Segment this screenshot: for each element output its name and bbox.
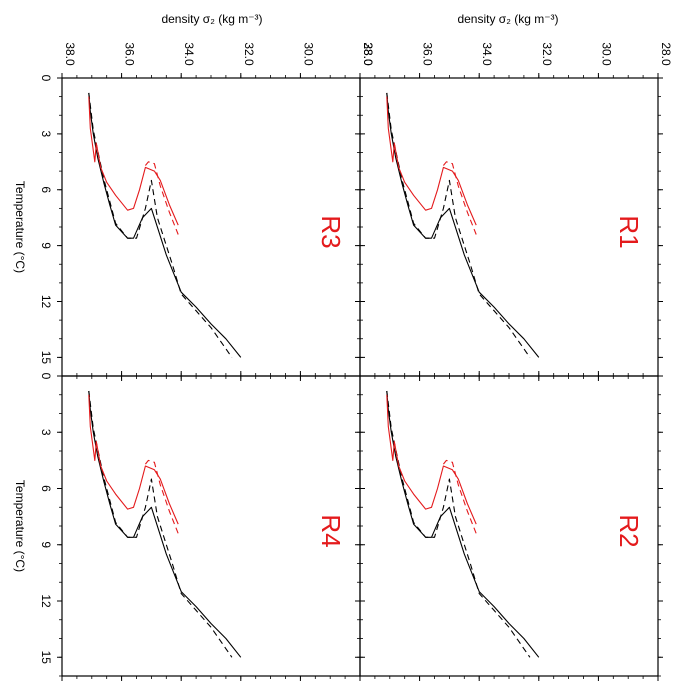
panel-r2: R2 <box>355 371 663 681</box>
y-tick-label: 3 <box>39 429 53 436</box>
x-tick-label: 32.0 <box>540 42 554 66</box>
y-tick-label: 6 <box>39 485 53 492</box>
x-tick-label: 34.0 <box>182 42 196 66</box>
x-tick-label: 30.0 <box>301 42 315 66</box>
y-tick-label: 0 <box>39 75 53 82</box>
panel-label: R1 <box>614 215 644 248</box>
series-line-black-dashed <box>386 92 531 358</box>
x-tick-label: 32.0 <box>242 42 256 66</box>
series-line-black-dashed <box>386 390 531 658</box>
series-line-black-dashed <box>88 390 233 658</box>
y-tick-label: 3 <box>39 131 53 138</box>
y-tick-label: 6 <box>39 186 53 193</box>
panel-label: R4 <box>316 514 346 547</box>
y-tick-label: 12 <box>39 295 53 309</box>
series-line-red-dashed <box>442 459 477 534</box>
y-tick-label: 12 <box>39 594 53 608</box>
side-axis-title-bottom: Temperature (°C) <box>13 480 27 572</box>
series-line-red-dashed <box>442 161 477 235</box>
panel-label: R2 <box>614 514 644 547</box>
x-tick-label: 34.0 <box>480 42 494 66</box>
y-tick-label: 9 <box>39 242 53 249</box>
y-tick-label: 15 <box>39 651 53 665</box>
x-tick-label: 38.0 <box>63 42 77 66</box>
side-axis-title-top: Temperature (°C) <box>13 181 27 273</box>
top-axis-title-left: density σ₂ (kg m⁻³) <box>161 12 262 26</box>
x-tick-label: 28.0 <box>659 42 673 66</box>
y-tick-label: 9 <box>39 541 53 548</box>
x-tick-label: 28.0 <box>361 42 375 66</box>
series-line-black-dashed <box>88 92 233 358</box>
y-tick-label: 15 <box>39 351 53 365</box>
x-tick-label: 38.0 <box>361 42 375 66</box>
panel-label: R3 <box>316 215 346 248</box>
y-tick-label: 0 <box>39 373 53 380</box>
top-axis-title-right: density σ₂ (kg m⁻³) <box>457 12 558 26</box>
series-line-red-dashed <box>144 459 179 534</box>
series-line-red-dashed <box>144 161 179 235</box>
x-tick-label: 36.0 <box>123 42 137 66</box>
x-tick-label: 36.0 <box>421 42 435 66</box>
x-tick-label: 30.0 <box>599 42 613 66</box>
